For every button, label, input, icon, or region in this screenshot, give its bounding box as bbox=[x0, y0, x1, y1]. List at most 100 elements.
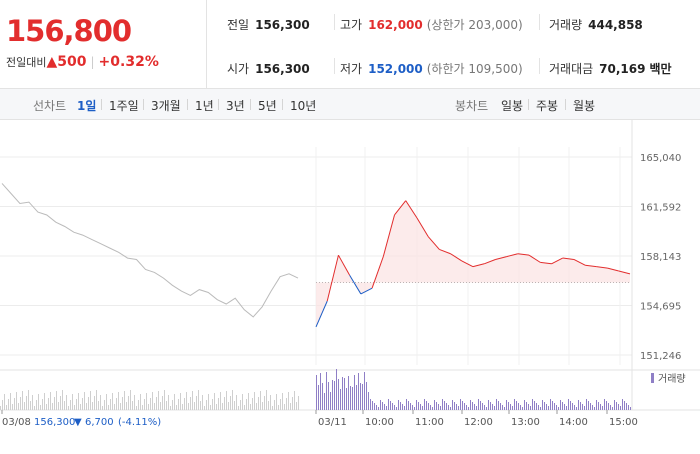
volume-bar bbox=[482, 403, 483, 410]
stat-open: 시가 156,300 bbox=[227, 62, 310, 76]
range-1w-button[interactable]: 1주일 bbox=[109, 99, 139, 113]
today-series-segment bbox=[495, 256, 507, 260]
volume-bar bbox=[610, 405, 611, 410]
volume-bar bbox=[448, 405, 449, 410]
volume-bar bbox=[246, 399, 247, 410]
volume-bar bbox=[360, 383, 361, 410]
today-series-segment bbox=[371, 256, 384, 289]
candle-daily-button[interactable]: 일봉 bbox=[501, 99, 524, 113]
volume-bar bbox=[242, 394, 243, 410]
volume-bar bbox=[338, 379, 339, 410]
volume-bar bbox=[372, 401, 373, 410]
prev-day-note: 156,300 ▼ 6,700 (-4.11%) bbox=[34, 417, 161, 428]
volume-bar bbox=[562, 402, 563, 410]
volume-bar bbox=[340, 389, 341, 410]
volume-bar bbox=[548, 406, 549, 410]
y-tick-label: 165,040 bbox=[640, 153, 681, 164]
volume-bar bbox=[190, 397, 191, 410]
chart-toolbar: 선차트 1일 1주일 3개월 1년 3년 5년 10년 봉차트 일봉 주봉 월봉 bbox=[0, 89, 700, 120]
volume-bar bbox=[262, 402, 263, 410]
volume-bar bbox=[294, 391, 295, 410]
candle-monthly-button[interactable]: 월봉 bbox=[573, 99, 596, 113]
volume-bar bbox=[80, 404, 81, 410]
volume-bar bbox=[532, 399, 533, 410]
today-series-segment bbox=[360, 287, 373, 295]
volume-bar bbox=[26, 396, 27, 410]
volume-bar bbox=[266, 390, 267, 410]
range-1d-button[interactable]: 1일 bbox=[77, 99, 97, 113]
volume-bar bbox=[260, 391, 261, 410]
volume-bar bbox=[178, 399, 179, 410]
volume-bar bbox=[400, 402, 401, 410]
divider bbox=[187, 99, 188, 110]
candle-weekly-button[interactable]: 주봉 bbox=[536, 99, 559, 113]
range-10y-button[interactable]: 10년 bbox=[290, 99, 317, 113]
volume-bar bbox=[476, 406, 477, 410]
volume-bar bbox=[256, 403, 257, 410]
today-series-segment bbox=[618, 270, 631, 275]
volume-bar bbox=[332, 380, 333, 410]
range-3m-button[interactable]: 3개월 bbox=[151, 99, 181, 113]
range-5y-button[interactable]: 5년 bbox=[258, 99, 277, 113]
volume-bar bbox=[436, 402, 437, 410]
volume-bar bbox=[142, 405, 143, 410]
today-series-segment bbox=[461, 260, 474, 268]
volume-bars bbox=[0, 369, 631, 410]
volume-bar bbox=[346, 388, 347, 410]
volume-bar bbox=[570, 401, 571, 410]
volume-bar bbox=[280, 399, 281, 410]
volume-bar bbox=[320, 373, 321, 410]
today-series-segment bbox=[315, 300, 328, 328]
volume-bar bbox=[250, 404, 251, 410]
x-tick-label: 10:00 bbox=[365, 417, 394, 428]
volume-bar bbox=[342, 377, 343, 410]
volume-bar bbox=[486, 407, 487, 410]
volume-bar bbox=[252, 398, 253, 410]
quote-header: 156,800 전일대비▲500 | +0.32% 전일 156,300 고가 162,… bbox=[0, 0, 700, 89]
volume-bar bbox=[198, 390, 199, 410]
volume-bar bbox=[8, 399, 9, 410]
volume-bar bbox=[82, 398, 83, 410]
volume-bar bbox=[328, 382, 329, 410]
today-series-segment bbox=[472, 263, 485, 268]
volume-bar bbox=[20, 397, 21, 410]
today-series-segment bbox=[484, 259, 496, 265]
volume-bar bbox=[450, 407, 451, 410]
volume-bar bbox=[404, 406, 405, 410]
volume-bar bbox=[600, 404, 601, 410]
volume-bar bbox=[196, 396, 197, 410]
volume-bar bbox=[618, 404, 619, 410]
volume-bar bbox=[358, 373, 359, 410]
divider bbox=[565, 99, 566, 110]
range-3y-button[interactable]: 3년 bbox=[226, 99, 245, 113]
volume-bar bbox=[502, 405, 503, 410]
volume-bar bbox=[108, 405, 109, 410]
volume-bar bbox=[62, 390, 63, 410]
volume-bar bbox=[244, 405, 245, 410]
volume-bar bbox=[76, 399, 77, 410]
volume-bar bbox=[388, 399, 389, 410]
volume-bar bbox=[210, 405, 211, 410]
volume-bar bbox=[344, 378, 345, 410]
today-series-segment bbox=[562, 257, 574, 260]
volume-bar bbox=[396, 407, 397, 410]
volume-bar bbox=[46, 404, 47, 410]
volume-bar bbox=[508, 402, 509, 410]
x-tick-label: 14:00 bbox=[559, 417, 588, 428]
volume-bar bbox=[94, 396, 95, 410]
volume-bar bbox=[174, 394, 175, 410]
today-series-segment bbox=[382, 214, 395, 257]
prev-day-series bbox=[1, 183, 299, 318]
volume-bar bbox=[608, 403, 609, 410]
volume-bar bbox=[580, 402, 581, 410]
volume-bar bbox=[68, 406, 69, 410]
volume-bar bbox=[180, 393, 181, 410]
today-series-segment bbox=[416, 217, 429, 237]
volume-bar bbox=[286, 398, 287, 410]
today-area bbox=[316, 200, 630, 327]
today-series-segment bbox=[349, 275, 362, 295]
range-1y-button[interactable]: 1년 bbox=[195, 99, 214, 113]
volume-bar bbox=[106, 394, 107, 410]
volume-bar bbox=[558, 407, 559, 410]
x-tick-label: 15:00 bbox=[609, 417, 638, 428]
